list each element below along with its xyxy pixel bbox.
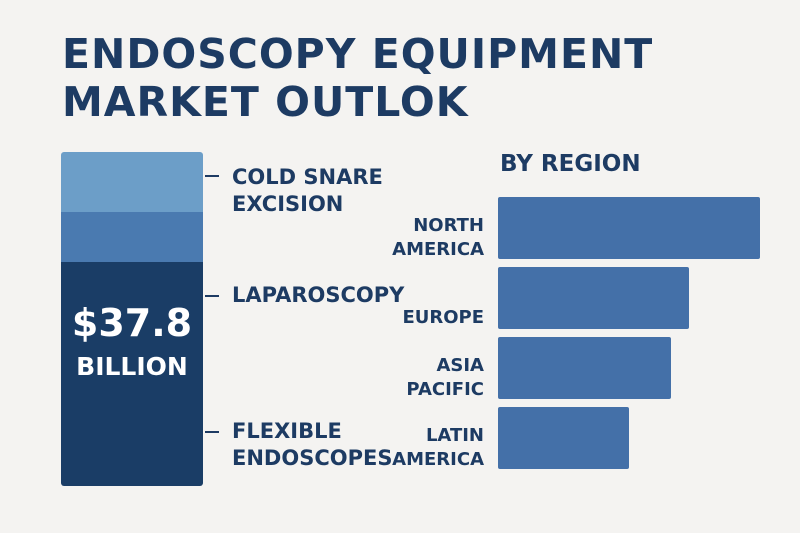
segment-tick-laparoscopy	[205, 295, 219, 297]
region-label-0: NORTH AMERICA	[392, 215, 484, 260]
segment-tick-flexible-endoscopes	[205, 431, 219, 433]
segment-tick-cold-snare-excision	[205, 175, 219, 177]
market-total-amount: $37.8	[71, 301, 193, 345]
region-label-1: EUROPE	[402, 307, 484, 328]
market-total-unit: BILLION	[76, 352, 188, 381]
segment-bar-cold-snare-excision	[61, 152, 203, 212]
region-chart-title: BY REGION	[500, 151, 641, 177]
segment-label-cold-snare-excision: COLD SNARE EXCISION	[232, 165, 383, 216]
region-bar-1	[498, 267, 689, 329]
market-segment-stack	[61, 152, 203, 486]
segment-bar-flexible-endoscopes	[61, 262, 203, 486]
segment-bar-laparoscopy	[61, 212, 203, 262]
region-bar-2	[498, 337, 671, 399]
region-bar-3	[498, 407, 629, 469]
chart-title-line-2: MARKET OUTLOK	[62, 78, 469, 126]
region-label-3: LATIN AMERICA	[392, 425, 484, 470]
segment-label-laparoscopy: LAPAROSCOPY	[232, 283, 405, 307]
segment-label-flexible-endoscopes: FLEXIBLE ENDOSCOPES	[232, 419, 393, 470]
region-bar-chart: NORTH AMERICA EUROPE ASIA PACIFIC LATIN AMERIC…	[392, 197, 760, 470]
region-bar-0	[498, 197, 760, 259]
chart-title: ENDOSCOPY EQUIPMENT MARKET OUTLOK	[62, 30, 653, 126]
chart-title-line-1: ENDOSCOPY EQUIPMENT	[62, 30, 654, 78]
region-label-2: ASIA PACIFIC	[406, 355, 484, 400]
market-total: $37.8 BILLION	[61, 300, 203, 384]
